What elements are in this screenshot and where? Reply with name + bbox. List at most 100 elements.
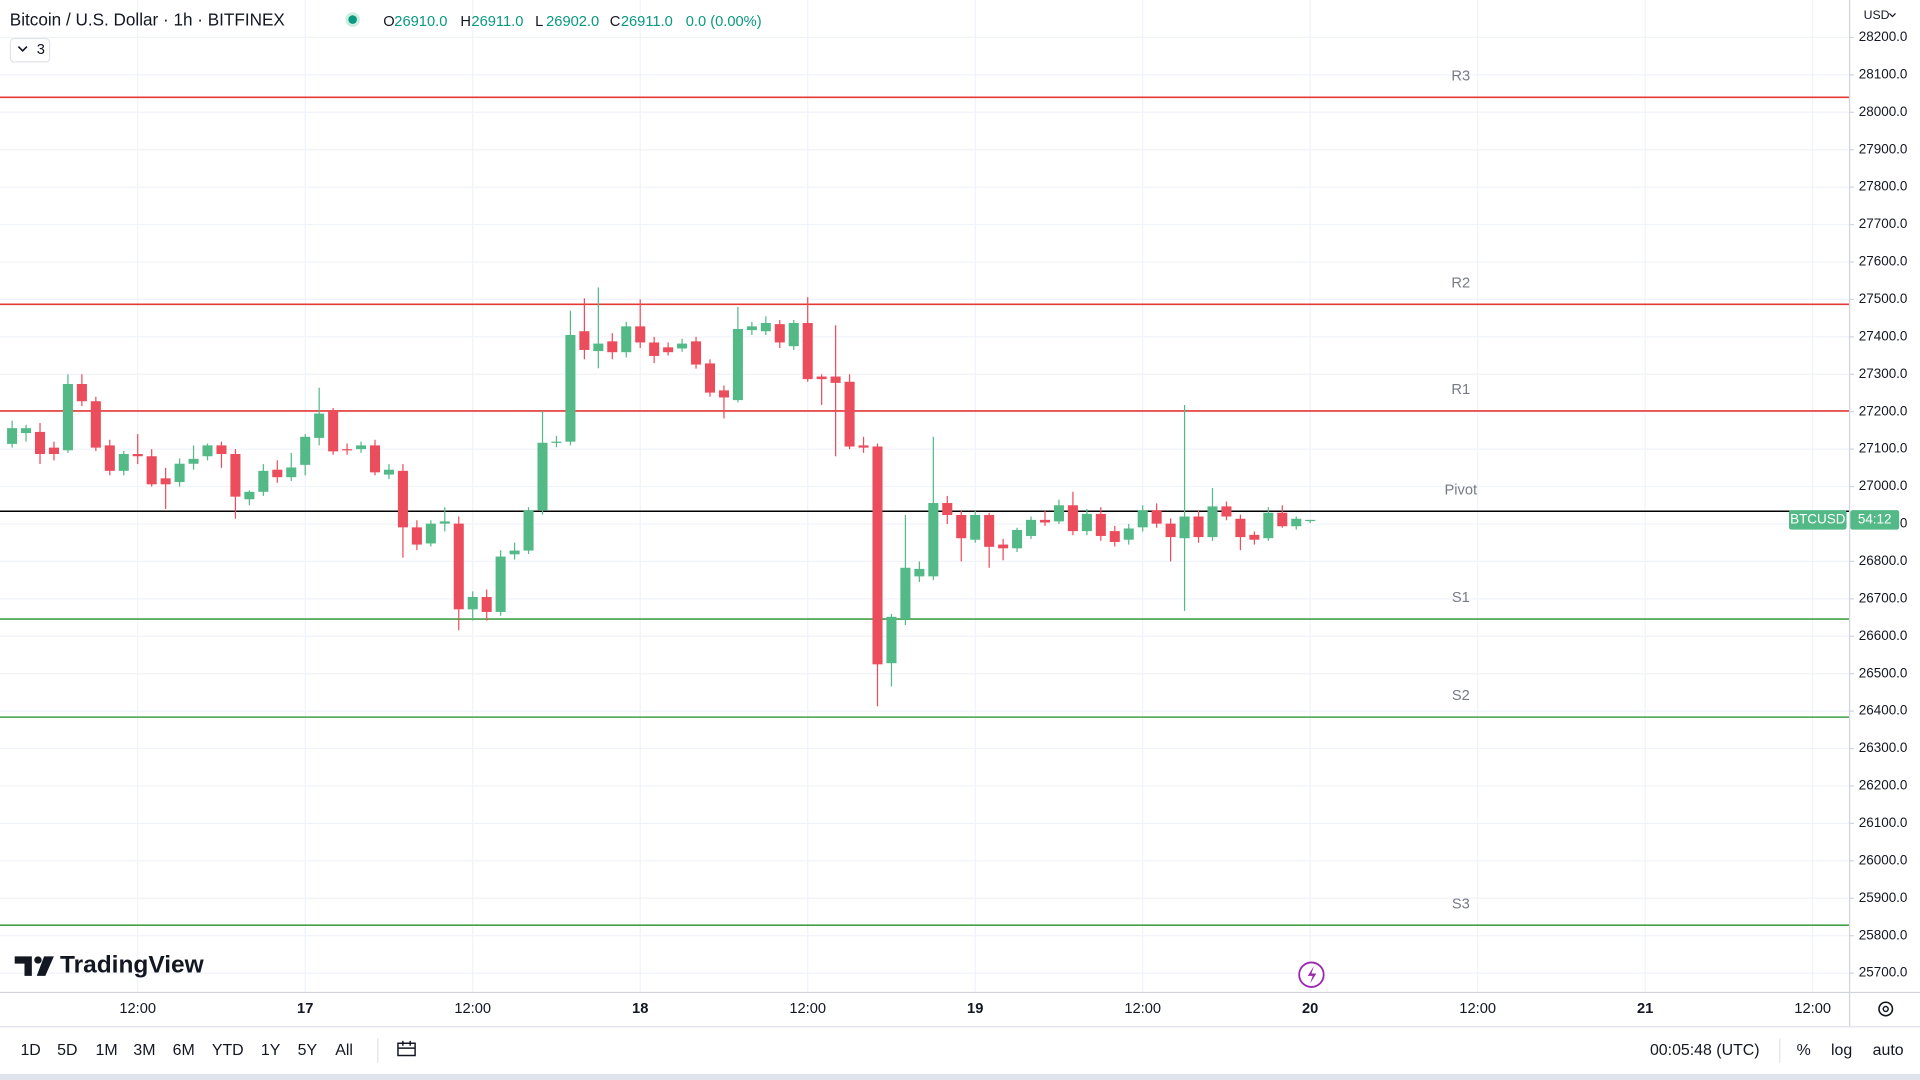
y-tick-label: 28000.0 [1859, 104, 1908, 119]
range-button[interactable]: 5D [57, 1042, 77, 1059]
grid [0, 0, 1849, 992]
y-tick-label: 27300.0 [1859, 366, 1908, 381]
ohlc-value: 26911.0 [621, 14, 673, 30]
candle-body [998, 544, 1009, 549]
candle-body [1221, 506, 1232, 517]
candle-body [286, 467, 297, 478]
range-button[interactable]: All [335, 1042, 353, 1059]
level-label: S3 [1452, 896, 1470, 912]
y-tick-label: 27800.0 [1859, 179, 1908, 194]
candle-body [481, 596, 492, 612]
candle-body [383, 469, 394, 475]
y-tick-label: 25800.0 [1859, 927, 1908, 942]
candle-body [551, 441, 562, 443]
lightning-icon [1307, 966, 1317, 984]
candle-body [593, 343, 604, 352]
candle-body [411, 527, 422, 545]
ohlc-value: 26902.0 [546, 14, 599, 30]
candle-body [691, 341, 702, 365]
candle-body [1039, 519, 1051, 523]
candle-body [202, 445, 213, 457]
candle-body [1277, 512, 1288, 527]
candle-body [900, 567, 911, 620]
scale-options: % log auto [1797, 1042, 1904, 1059]
ohlc-value: 26910.0 [394, 14, 447, 30]
candle-body [523, 510, 534, 551]
currency[interactable]: USD [1864, 8, 1890, 22]
candle-body [718, 390, 729, 398]
level-label: R3 [1451, 68, 1470, 84]
y-tick-label: 27700.0 [1859, 216, 1908, 231]
candle-body [272, 469, 283, 478]
candle-body [328, 410, 339, 452]
x-tick-label: 17 [297, 1001, 313, 1017]
y-tick-label: 26800.0 [1859, 553, 1908, 568]
candle-body [1012, 529, 1023, 549]
candle-body [663, 347, 674, 353]
y-tick-label: 26000.0 [1859, 852, 1908, 867]
indicator-count: 3 [37, 42, 45, 58]
x-tick-label: 12:00 [1124, 1001, 1161, 1017]
candle-body [830, 376, 841, 383]
y-tick-label: 27200.0 [1859, 403, 1908, 418]
scale-option[interactable]: % [1797, 1042, 1811, 1059]
level-label: R1 [1451, 382, 1470, 398]
candle-body [509, 550, 520, 555]
candle-body [802, 323, 813, 380]
x-tick-label: 20 [1302, 1001, 1318, 1017]
range-button[interactable]: 1Y [261, 1042, 281, 1059]
range-button[interactable]: 6M [173, 1042, 195, 1059]
y-tick-label: 26600.0 [1859, 628, 1908, 643]
candles [7, 287, 1316, 707]
range-button[interactable]: 3M [133, 1042, 155, 1059]
scale-option[interactable]: log [1831, 1042, 1852, 1059]
scale-option[interactable]: auto [1873, 1042, 1904, 1059]
countdown-box [1850, 510, 1900, 530]
candle-body [1095, 513, 1106, 536]
level-label: S2 [1452, 688, 1470, 704]
candle-body [118, 453, 129, 471]
x-tick-label: 18 [632, 1001, 648, 1017]
y-tick-label: 27900.0 [1859, 141, 1908, 156]
candle-body [467, 596, 478, 610]
date-range-icon[interactable] [397, 1040, 416, 1057]
level-label: Pivot [1444, 482, 1477, 498]
candle-body [1053, 505, 1064, 522]
candle-body [1165, 523, 1176, 538]
indicator-toggle[interactable] [9, 37, 51, 63]
candle-body [1151, 510, 1162, 524]
y-tick-label: 27000.0 [1859, 478, 1908, 493]
candle-body [984, 515, 995, 547]
candle-body [1193, 516, 1204, 538]
candle-body [1235, 518, 1246, 538]
pivot-levels: R3 R2 R1 Pivot S1 S2 S3 [0, 68, 1849, 927]
candle-body [970, 515, 981, 540]
settings-icon-center [1882, 1005, 1889, 1013]
y-tick-label: 26400.0 [1859, 703, 1908, 718]
range-button[interactable]: YTD [212, 1042, 244, 1059]
candle-body [1026, 519, 1037, 536]
chevron-icon [17, 45, 28, 52]
candle-body [439, 521, 450, 524]
candle-body [34, 431, 46, 454]
candle-body [1305, 519, 1316, 522]
clock[interactable]: 00:05:48 (UTC) [1650, 1042, 1760, 1059]
ohlc-key: H [460, 14, 471, 30]
candle-body [300, 436, 311, 465]
y-tick-label: 27100.0 [1859, 441, 1908, 456]
symbol-tag: BTCUSD [1790, 511, 1846, 526]
bottom-strip [0, 1073, 1920, 1080]
candle-body [844, 381, 855, 447]
candle-body [704, 363, 716, 393]
candle-body [1291, 518, 1302, 527]
candle-body [146, 456, 157, 485]
range-button[interactable]: 5Y [298, 1042, 318, 1059]
candle-body [216, 445, 227, 454]
settings-icon[interactable] [1878, 1001, 1894, 1017]
range-button[interactable]: 1M [95, 1042, 117, 1059]
candle-body [397, 470, 408, 528]
y-tick-label: 28200.0 [1859, 29, 1908, 44]
range-button[interactable]: 1D [20, 1042, 40, 1059]
symbol-tag-box [1788, 510, 1847, 530]
